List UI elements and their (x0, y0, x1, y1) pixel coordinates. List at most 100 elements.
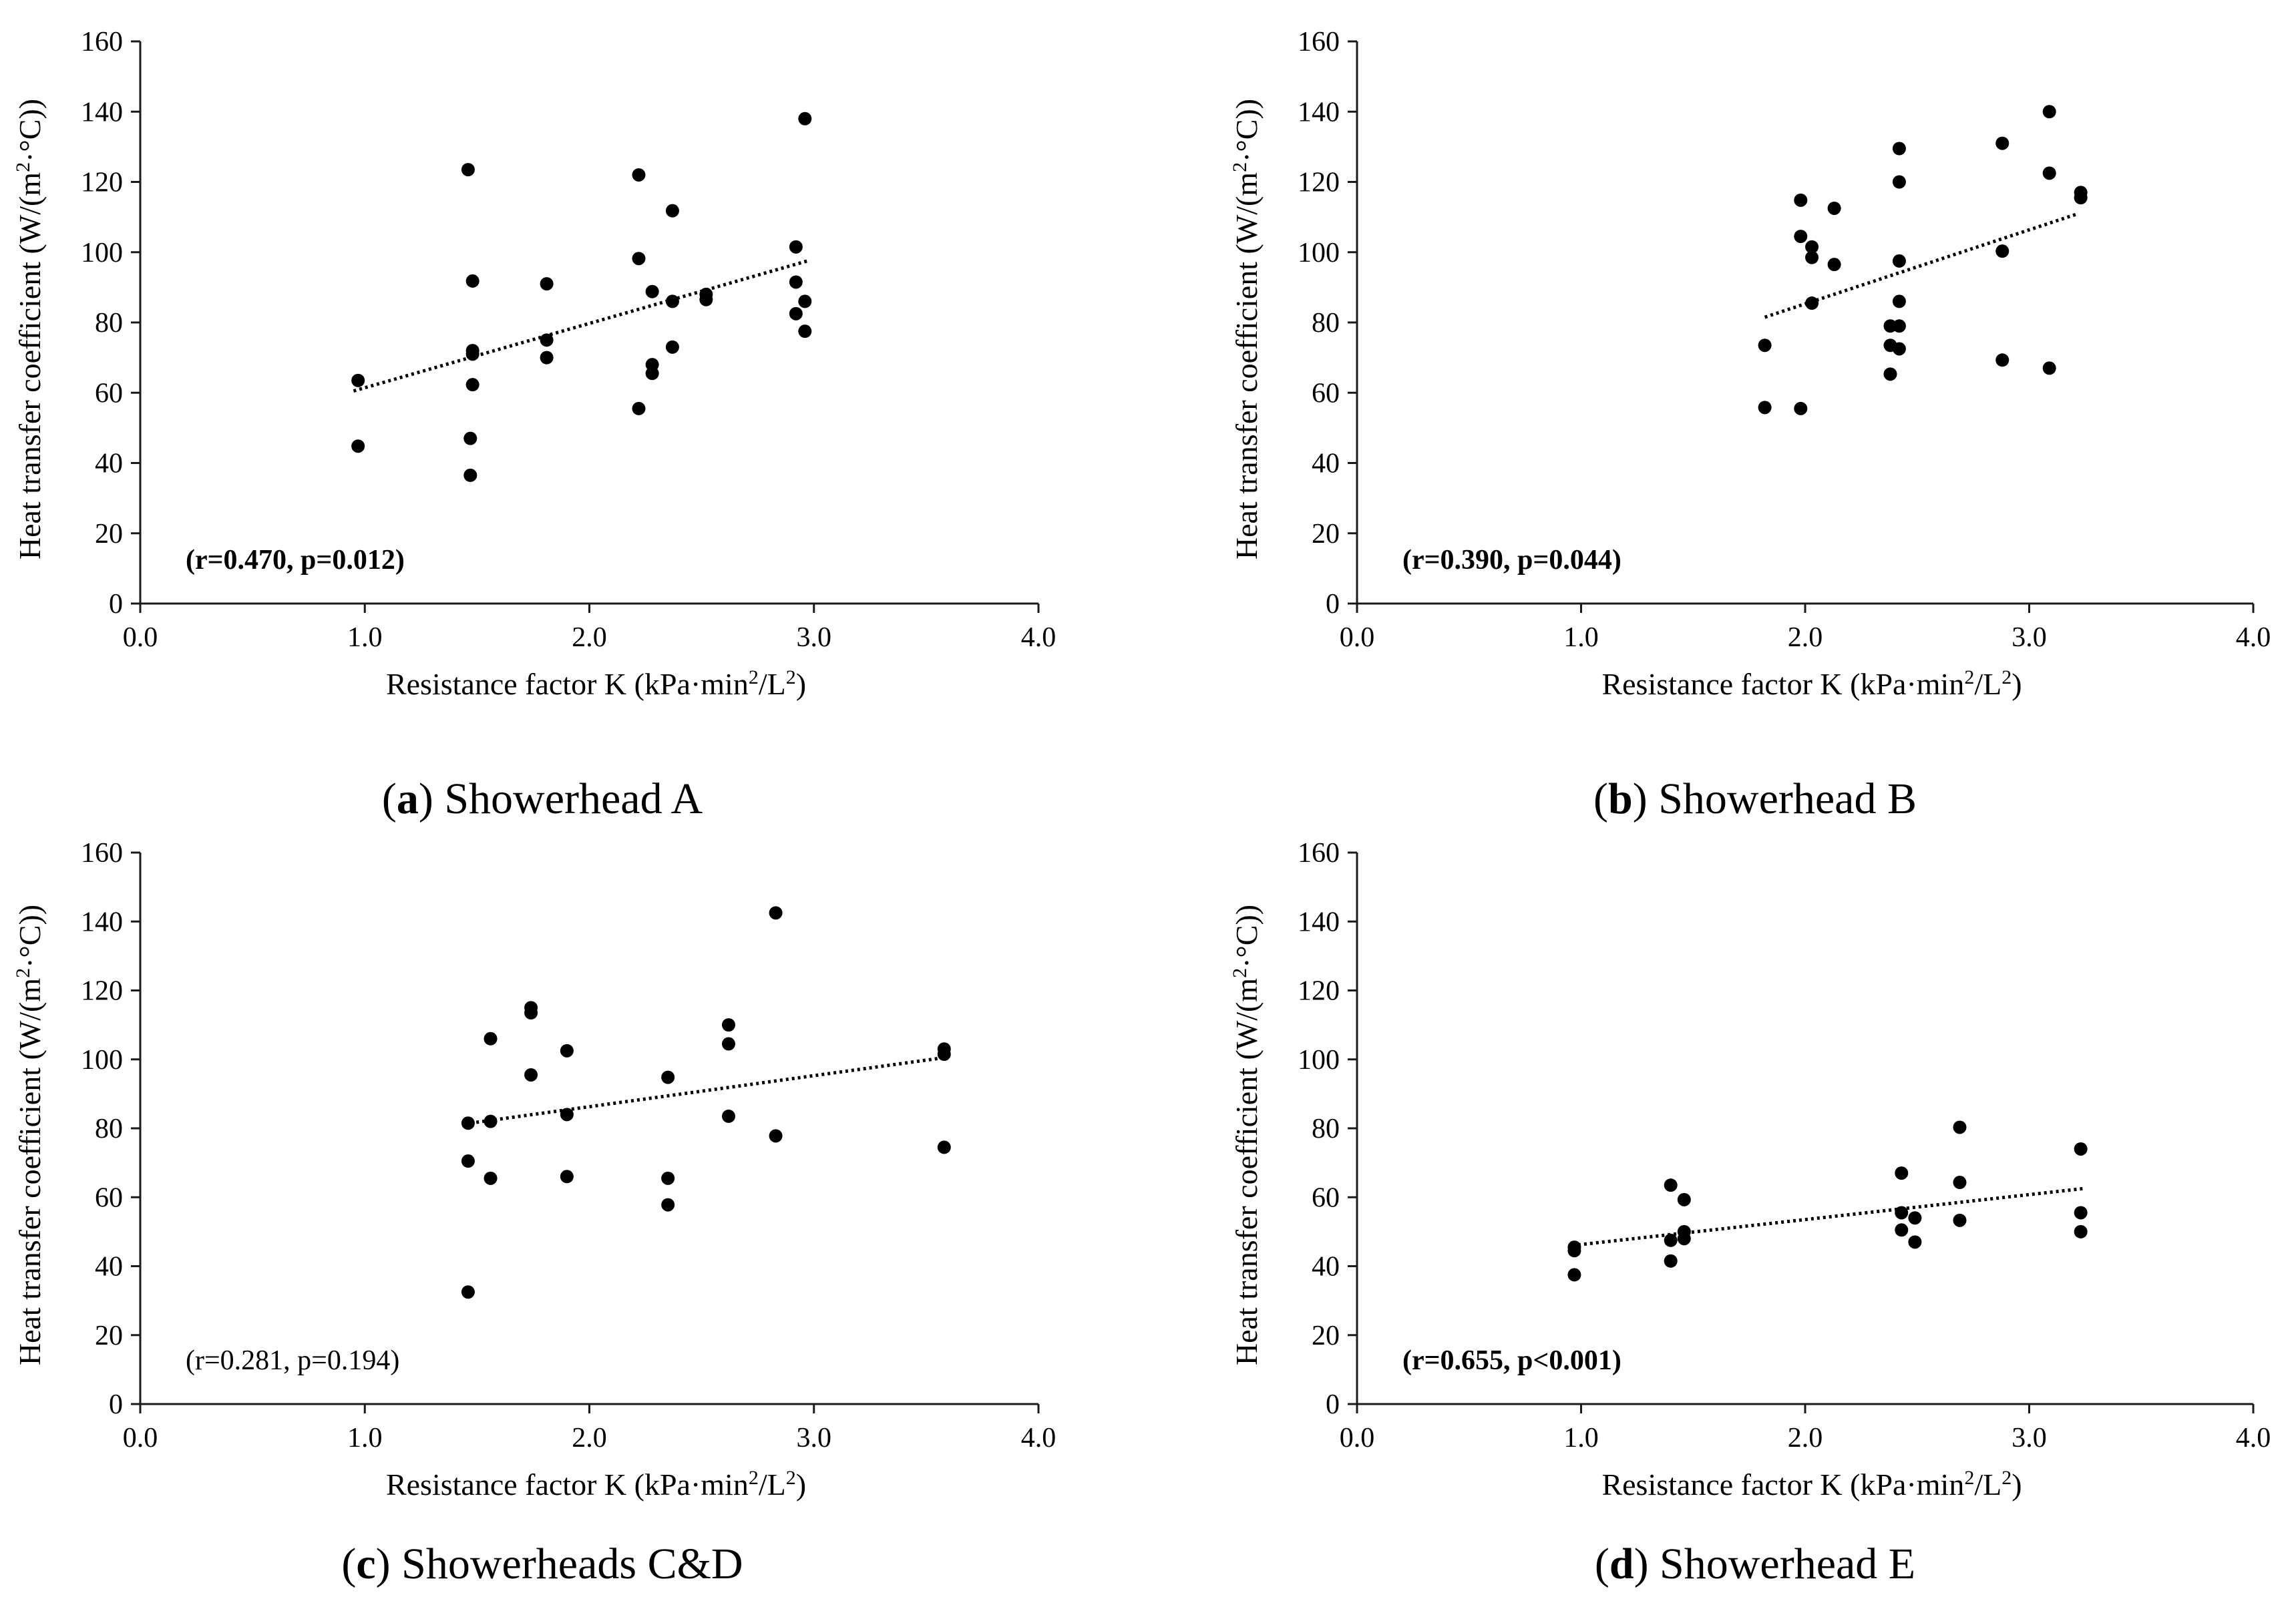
y-tick-label: 100 (81, 238, 123, 268)
x-axis-label-sup: 2 (1964, 666, 1974, 688)
y-axis-label: Heat transfer coefficient (W/(m2·°C)) (1229, 905, 1264, 1365)
y-tick-label: 80 (95, 1114, 123, 1144)
x-axis-label-sup: 2 (749, 666, 759, 688)
data-point (2042, 361, 2056, 375)
y-axis-label-prefix: Heat transfer coefficient (W/(m (1229, 978, 1264, 1365)
caption-text: ) Showerheads C&D (376, 1540, 743, 1588)
x-axis-label-mid: /L (759, 667, 786, 701)
y-tick-label: 120 (1298, 976, 1340, 1007)
y-tick-label: 60 (1312, 378, 1340, 409)
data-point (461, 1285, 475, 1299)
y-tick-label: 160 (1298, 838, 1340, 869)
data-point (798, 111, 812, 126)
data-point (1892, 142, 1906, 156)
data-point (1895, 1206, 1909, 1220)
x-axis-label-prefix: Resistance factor K (kPa·min (1601, 1467, 1964, 1502)
y-tick-label: 60 (95, 1182, 123, 1213)
y-axis-label-prefix: Heat transfer coefficient (W/(m (13, 172, 47, 559)
y-axis-label-prefix: Heat transfer coefficient (W/(m (1229, 172, 1264, 559)
x-tick-label: 2.0 (1788, 622, 1823, 653)
y-axis-label-suffix: ·°C)) (1229, 99, 1264, 162)
data-point (484, 1171, 498, 1185)
y-tick-label: 140 (1298, 97, 1340, 128)
data-point (721, 1018, 735, 1032)
caption-letter: b (1608, 774, 1633, 823)
y-tick-label: 20 (95, 1321, 123, 1351)
data-point (1883, 367, 1897, 381)
data-point (937, 1048, 951, 1062)
y-axis-label-suffix: ·°C)) (13, 99, 47, 162)
data-point (1794, 230, 1808, 244)
y-tick-label: 140 (1298, 907, 1340, 937)
y-axis-label-sup: 2 (12, 162, 34, 172)
correlation-annotation: (r=0.390, p=0.044) (1402, 545, 1621, 576)
x-tick-label: 0.0 (1340, 622, 1375, 653)
x-tick-label: 0.0 (1340, 1423, 1375, 1453)
data-point (1995, 244, 2010, 258)
data-point (351, 439, 365, 453)
data-point (1758, 401, 1772, 415)
x-axis-label-suffix: ) (796, 1467, 806, 1502)
data-point (484, 1114, 498, 1128)
x-axis-label: Resistance factor K (kPa·min2/L2) (1601, 666, 2022, 702)
data-point (524, 1006, 538, 1020)
data-point (632, 168, 646, 182)
data-point (540, 277, 554, 291)
data-point (665, 340, 679, 354)
panel-caption: (b) Showerhead B (1593, 774, 1917, 823)
data-point (461, 1154, 475, 1168)
caption-letter: d (1609, 1540, 1634, 1588)
y-tick-label: 120 (1298, 168, 1340, 198)
data-point (484, 1032, 498, 1046)
data-point (798, 324, 812, 338)
x-tick-label: 2.0 (572, 1423, 607, 1453)
y-tick-label: 0 (1326, 589, 1340, 620)
y-tick-label: 160 (81, 838, 123, 869)
x-axis-label-sup: 2 (1964, 1467, 1974, 1489)
y-axis-label: Heat transfer coefficient (W/(m2·°C)) (12, 905, 47, 1365)
y-axis-label-suffix: ·°C)) (1229, 905, 1264, 968)
x-tick-label: 1.0 (347, 622, 383, 653)
data-point (1567, 1244, 1581, 1258)
correlation-annotation: (r=0.655, p<0.001) (1402, 1345, 1621, 1376)
x-tick-label: 4.0 (2236, 1423, 2271, 1453)
y-axis-label-sup: 2 (1229, 162, 1251, 172)
y-tick-label: 100 (81, 1045, 123, 1076)
x-axis-label-prefix: Resistance factor K (kPa·min (386, 667, 749, 701)
panel-caption: (c) Showerheads C&D (341, 1540, 743, 1588)
chart-panel-c: 0 20 40 60 80 100 120 140 160 0.0 1.0 2.0 3.0 4.0 Resi… (12, 838, 1057, 1588)
chart-panel-b: 0 20 40 60 80 100 120 140 160 0.0 1.0 2.0 3.0 4.0 Resi… (1229, 27, 2271, 823)
data-point (1892, 319, 1906, 333)
data-point (1827, 201, 1841, 215)
y-tick-label: 100 (1298, 238, 1340, 268)
data-point (665, 294, 679, 308)
y-tick-label: 80 (1312, 1114, 1340, 1144)
data-point (1664, 1254, 1678, 1268)
data-point (699, 292, 713, 306)
x-tick-label: 4.0 (1021, 622, 1057, 653)
trend-line (1571, 1186, 2084, 1248)
y-tick-label: 100 (1298, 1045, 1340, 1076)
x-tick-label: 1.0 (1563, 622, 1599, 653)
x-axis-label-prefix: Resistance factor K (kPa·min (1601, 667, 1964, 701)
y-axis-label-suffix: ·°C)) (13, 905, 47, 968)
data-point (2074, 1142, 2088, 1156)
data-point (789, 240, 803, 254)
panel-caption: (d) Showerhead E (1595, 1540, 1915, 1588)
data-point (789, 275, 803, 289)
y-tick-label: 140 (81, 907, 123, 937)
x-tick-label: 3.0 (797, 1423, 832, 1453)
data-point (1953, 1176, 1967, 1190)
data-point (661, 1070, 675, 1084)
caption-text: ) Showerhead E (1634, 1540, 1916, 1588)
x-axis-label-sup: 2 (786, 1467, 796, 1489)
y-axis-label-prefix: Heat transfer coefficient (W/(m (13, 978, 47, 1365)
data-point (721, 1109, 735, 1123)
y-tick-label: 0 (1326, 1389, 1340, 1420)
y-tick-label: 80 (1312, 308, 1340, 338)
x-axis-label-suffix: ) (2012, 667, 2022, 701)
x-tick-label: 4.0 (2236, 622, 2271, 653)
data-point (1677, 1232, 1691, 1246)
y-tick-label: 60 (95, 378, 123, 409)
x-tick-label: 3.0 (2012, 1423, 2047, 1453)
